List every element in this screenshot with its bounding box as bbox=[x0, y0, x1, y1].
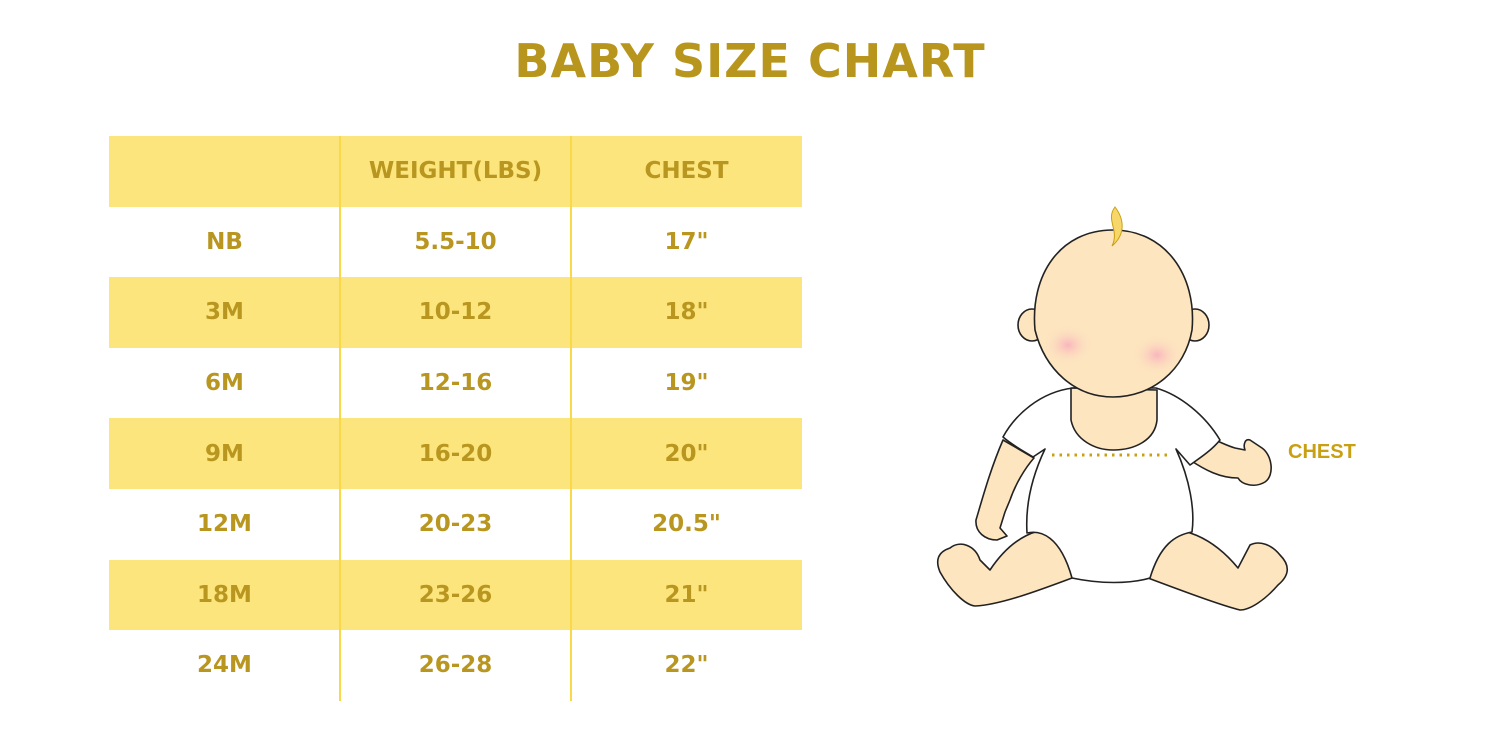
weight-cell: 10-12 bbox=[418, 299, 493, 326]
chest-cell: 20" bbox=[664, 440, 709, 467]
size-cell: 6M bbox=[205, 370, 244, 397]
chest-label: CHEST bbox=[1288, 441, 1356, 463]
size-cell: 12M bbox=[197, 511, 252, 538]
table-row: 12M 20-23 20.5" bbox=[109, 489, 802, 560]
table-row: 3M 10-12 18" bbox=[109, 277, 802, 348]
table-row: 9M 16-20 20" bbox=[109, 418, 802, 489]
header-cell: WEIGHT(LBS) bbox=[368, 158, 543, 185]
size-cell: 3M bbox=[205, 299, 244, 326]
size-cell: 9M bbox=[205, 440, 244, 467]
chest-cell: 18" bbox=[664, 299, 709, 326]
table-row: 18M 23-26 21" bbox=[109, 559, 802, 631]
size-cell: 18M bbox=[197, 581, 252, 608]
weight-cell: 23-26 bbox=[418, 581, 493, 608]
table-row: 6M 12-16 19" bbox=[109, 348, 802, 419]
header-cell: CHEST bbox=[644, 158, 729, 185]
size-cell: 24M bbox=[197, 652, 252, 679]
table-row: NB 5.5-10 17" bbox=[109, 207, 802, 278]
chest-cell: 21" bbox=[664, 581, 709, 608]
table-row: 24M 26-28 22" bbox=[109, 630, 802, 701]
weight-cell: 26-28 bbox=[418, 652, 493, 679]
weight-cell: 5.5-10 bbox=[414, 228, 497, 255]
column-divider bbox=[339, 136, 341, 701]
chest-cell: 20.5" bbox=[652, 511, 721, 538]
weight-cell: 12-16 bbox=[418, 370, 493, 397]
chest-cell: 17" bbox=[664, 228, 709, 255]
page-title: BABY SIZE CHART bbox=[514, 34, 986, 88]
weight-cell: 20-23 bbox=[418, 511, 493, 538]
size-table: WEIGHT(LBS) CHEST NB 5.5-10 17" 3M 10-12… bbox=[109, 136, 802, 701]
chest-cell: 19" bbox=[664, 370, 709, 397]
size-cell: NB bbox=[206, 228, 243, 255]
chest-cell: 22" bbox=[664, 652, 709, 679]
weight-cell: 16-20 bbox=[418, 440, 493, 467]
table-header-row: WEIGHT(LBS) CHEST bbox=[109, 136, 802, 207]
column-divider bbox=[570, 136, 572, 701]
